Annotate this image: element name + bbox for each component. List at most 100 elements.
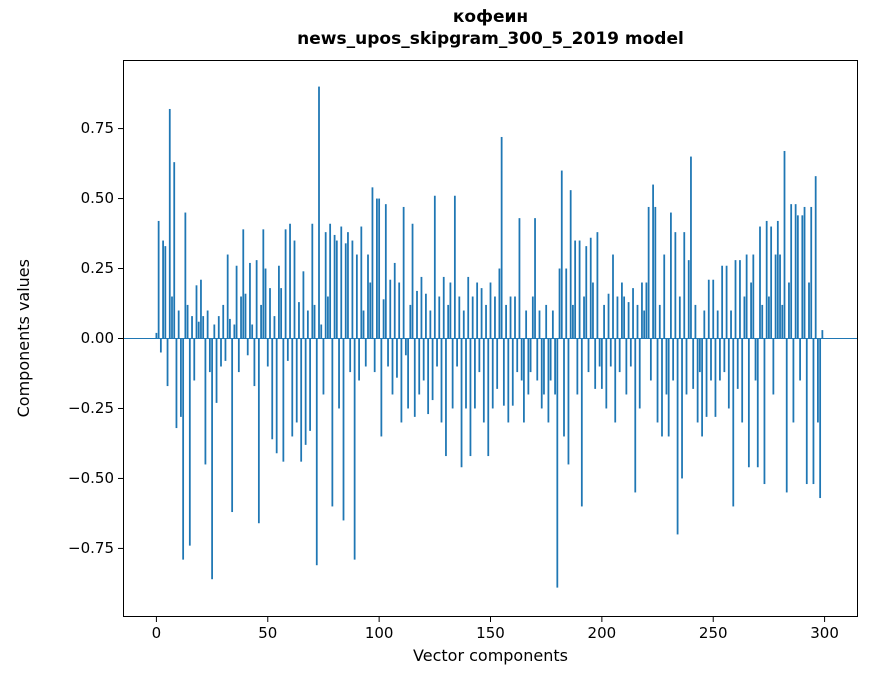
bar bbox=[235, 265, 238, 339]
bar bbox=[585, 246, 588, 339]
bar bbox=[327, 296, 329, 339]
bar bbox=[674, 232, 677, 339]
bar bbox=[342, 338, 345, 521]
bar bbox=[380, 338, 383, 437]
bar bbox=[556, 338, 559, 588]
bar bbox=[474, 338, 476, 409]
bar bbox=[364, 338, 367, 367]
bar bbox=[732, 338, 735, 507]
bar bbox=[654, 206, 657, 339]
bar bbox=[808, 282, 810, 339]
bar bbox=[164, 246, 167, 339]
bar bbox=[467, 276, 470, 339]
bar bbox=[202, 316, 205, 339]
bar bbox=[719, 338, 721, 381]
bar bbox=[574, 240, 577, 339]
bar bbox=[627, 302, 630, 339]
bar bbox=[796, 215, 799, 339]
bar bbox=[723, 338, 726, 373]
bar bbox=[465, 338, 467, 409]
bar bbox=[605, 338, 608, 409]
bar bbox=[761, 304, 764, 339]
bar bbox=[331, 338, 334, 507]
bar bbox=[502, 338, 505, 406]
bar bbox=[629, 338, 632, 367]
y-tick-label: 0.00 bbox=[81, 329, 114, 347]
bar bbox=[427, 338, 430, 415]
bar bbox=[788, 282, 790, 339]
bar bbox=[554, 338, 556, 395]
bar bbox=[690, 156, 692, 339]
bar bbox=[563, 338, 565, 437]
bar bbox=[505, 304, 507, 339]
bar bbox=[226, 254, 229, 339]
bar bbox=[772, 338, 775, 395]
bar bbox=[821, 330, 824, 339]
bar bbox=[400, 338, 403, 423]
bar bbox=[200, 279, 202, 339]
bar bbox=[416, 290, 418, 339]
bar bbox=[208, 338, 211, 373]
bar bbox=[411, 223, 414, 339]
bar bbox=[286, 338, 289, 361]
bar bbox=[696, 338, 699, 423]
bar bbox=[273, 316, 276, 339]
bar bbox=[527, 338, 530, 395]
bar bbox=[741, 338, 744, 423]
bar bbox=[756, 338, 759, 468]
y-tick-label: −0.25 bbox=[68, 399, 114, 417]
bar bbox=[594, 338, 597, 389]
bar bbox=[583, 296, 585, 339]
bar bbox=[779, 254, 781, 339]
bar bbox=[162, 240, 164, 339]
bar bbox=[558, 268, 561, 339]
bar bbox=[518, 218, 521, 339]
bar bbox=[429, 310, 432, 339]
bar bbox=[567, 338, 570, 465]
bar bbox=[785, 338, 788, 493]
bar bbox=[799, 338, 801, 381]
x-tick-label: 150 bbox=[476, 624, 505, 642]
bar bbox=[253, 338, 256, 387]
bar bbox=[393, 262, 396, 339]
bar bbox=[222, 304, 225, 339]
bar bbox=[560, 170, 563, 339]
bar bbox=[462, 310, 465, 339]
bar bbox=[649, 338, 652, 381]
bar bbox=[658, 304, 661, 339]
bar bbox=[578, 240, 581, 339]
bar bbox=[750, 282, 752, 339]
bar bbox=[783, 150, 786, 339]
bar bbox=[625, 338, 628, 395]
bar bbox=[509, 296, 512, 339]
bar bbox=[293, 240, 296, 339]
bar bbox=[433, 195, 436, 339]
bar bbox=[476, 282, 479, 339]
bar bbox=[607, 293, 610, 339]
bar bbox=[282, 338, 285, 462]
bar bbox=[614, 338, 617, 423]
y-tick-label: 0.25 bbox=[81, 259, 114, 277]
bar bbox=[280, 288, 283, 339]
bar bbox=[812, 338, 815, 485]
x-tick-label: 250 bbox=[699, 624, 728, 642]
bar bbox=[656, 338, 659, 423]
bar bbox=[440, 338, 443, 423]
bar bbox=[685, 338, 688, 395]
bar bbox=[565, 268, 568, 339]
bar bbox=[549, 338, 552, 381]
bar bbox=[453, 195, 456, 339]
bar bbox=[182, 338, 185, 560]
bar bbox=[683, 232, 686, 339]
bar bbox=[478, 338, 481, 373]
bar bbox=[661, 338, 663, 437]
chart-title-word: кофеин bbox=[452, 7, 529, 27]
bar bbox=[794, 204, 797, 339]
bar bbox=[376, 198, 378, 339]
bar bbox=[237, 338, 240, 373]
bar bbox=[168, 108, 171, 339]
bar bbox=[485, 304, 487, 339]
bar bbox=[790, 204, 793, 339]
bar bbox=[665, 338, 668, 395]
